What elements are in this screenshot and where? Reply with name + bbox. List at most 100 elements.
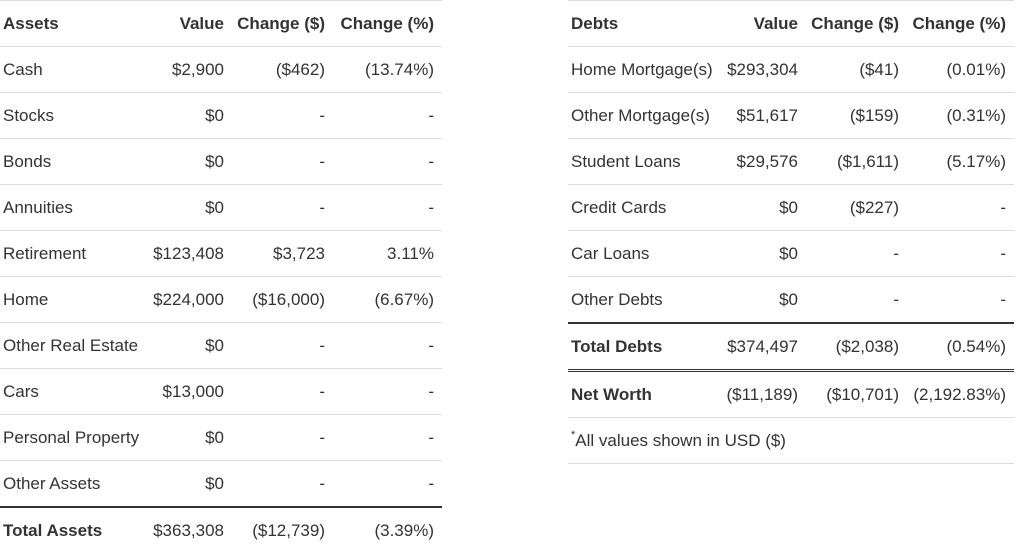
asset-value: $0 (148, 138, 232, 185)
asset-change-pct: (6.67%) (333, 276, 442, 323)
asset-value: $0 (148, 92, 232, 139)
note-text: All values shown in USD ($) (575, 430, 786, 450)
debt-change-pct: - (907, 184, 1014, 231)
assets-header-change-abs: Change ($) (232, 0, 333, 47)
asset-name: Retirement (0, 230, 148, 277)
table-row: Bonds $0 - - (0, 138, 442, 185)
currency-note: *All values shown in USD ($) (568, 417, 1014, 464)
debt-change-abs: ($227) (806, 184, 907, 231)
table-row: Stocks $0 - - (0, 92, 442, 139)
asset-value: $224,000 (148, 276, 232, 323)
asset-name: Stocks (0, 92, 148, 139)
debts-header-change-abs: Change ($) (806, 0, 907, 47)
assets-header-row: Assets Value Change ($) Change (%) (0, 0, 442, 47)
asset-value: $0 (148, 184, 232, 231)
table-row: Other Real Estate $0 - - (0, 322, 442, 369)
debt-value: $0 (723, 276, 806, 323)
asset-change-pct: - (333, 138, 442, 185)
debt-change-pct: (0.01%) (907, 46, 1014, 93)
asset-change-pct: - (333, 322, 442, 369)
asset-change-pct: - (333, 92, 442, 139)
asset-change-abs: - (232, 322, 333, 369)
net-worth-change-abs: ($10,701) (806, 369, 907, 418)
debt-name: Other Debts (568, 276, 723, 323)
asset-name: Cash (0, 46, 148, 93)
asset-change-pct: 3.11% (333, 230, 442, 277)
debt-value: $293,304 (723, 46, 806, 93)
debt-change-pct: (0.31%) (907, 92, 1014, 139)
asset-change-abs: - (232, 138, 333, 185)
net-worth-value: ($11,189) (723, 369, 806, 418)
debt-value: $0 (723, 230, 806, 277)
table-row: Other Debts $0 - - (568, 276, 1014, 323)
asset-value: $13,000 (148, 368, 232, 415)
net-worth-row: Net Worth ($11,189) ($10,701) (2,192.83%… (568, 369, 1014, 418)
table-row: Student Loans $29,576 ($1,611) (5.17%) (568, 138, 1014, 185)
net-worth-label: Net Worth (568, 369, 723, 418)
asset-change-pct: - (333, 414, 442, 461)
asset-change-abs: - (232, 460, 333, 507)
asset-change-pct: - (333, 368, 442, 415)
table-row: Other Assets $0 - - (0, 460, 442, 507)
debt-name: Credit Cards (568, 184, 723, 231)
asset-name: Home (0, 276, 148, 323)
total-debts-value: $374,497 (723, 322, 806, 371)
debt-change-abs: - (806, 230, 907, 277)
asset-value: $0 (148, 460, 232, 507)
asset-name: Cars (0, 368, 148, 415)
total-debts-label: Total Debts (568, 322, 723, 371)
asset-change-abs: - (232, 414, 333, 461)
debt-name: Home Mortgage(s) (568, 46, 723, 93)
asset-name: Bonds (0, 138, 148, 185)
table-row: Cars $13,000 - - (0, 368, 442, 415)
debt-name: Other Mortgage(s) (568, 92, 723, 139)
debts-header-row: Debts Value Change ($) Change (%) (568, 0, 1014, 47)
total-assets-label: Total Assets (0, 506, 148, 553)
note-asterisk: * (571, 428, 576, 441)
debt-name: Car Loans (568, 230, 723, 277)
total-debts-change-abs: ($2,038) (806, 322, 907, 371)
asset-change-pct: (13.74%) (333, 46, 442, 93)
debts-table: Debts Value Change ($) Change (%) Home M… (568, 0, 1014, 464)
debts-header-value: Value (723, 0, 806, 47)
asset-change-abs: $3,723 (232, 230, 333, 277)
debt-change-abs: ($159) (806, 92, 907, 139)
asset-change-abs: - (232, 184, 333, 231)
total-assets-value: $363,308 (148, 506, 232, 553)
total-debts-change-pct: (0.54%) (907, 322, 1014, 371)
asset-change-abs: - (232, 92, 333, 139)
asset-name: Annuities (0, 184, 148, 231)
table-row: Personal Property $0 - - (0, 414, 442, 461)
debt-change-abs: ($41) (806, 46, 907, 93)
asset-value: $2,900 (148, 46, 232, 93)
table-row: Home Mortgage(s) $293,304 ($41) (0.01%) (568, 46, 1014, 93)
debt-name: Student Loans (568, 138, 723, 185)
asset-change-abs: ($462) (232, 46, 333, 93)
debt-change-abs: ($1,611) (806, 138, 907, 185)
debt-value: $51,617 (723, 92, 806, 139)
debts-header-name: Debts (568, 0, 723, 47)
asset-change-pct: - (333, 184, 442, 231)
asset-name: Other Assets (0, 460, 148, 507)
asset-change-abs: ($16,000) (232, 276, 333, 323)
total-assets-change-abs: ($12,739) (232, 506, 333, 553)
asset-change-pct: - (333, 460, 442, 507)
assets-table: Assets Value Change ($) Change (%) Cash … (0, 0, 442, 553)
note-row: *All values shown in USD ($) (568, 417, 1014, 464)
debt-value: $0 (723, 184, 806, 231)
debt-value: $29,576 (723, 138, 806, 185)
debt-change-pct: - (907, 276, 1014, 323)
table-row: Car Loans $0 - - (568, 230, 1014, 277)
net-worth-change-pct: (2,192.83%) (907, 369, 1014, 418)
table-row: Other Mortgage(s) $51,617 ($159) (0.31%) (568, 92, 1014, 139)
debt-change-pct: (5.17%) (907, 138, 1014, 185)
assets-header-value: Value (148, 0, 232, 47)
table-row: Home $224,000 ($16,000) (6.67%) (0, 276, 442, 323)
total-assets-row: Total Assets $363,308 ($12,739) (3.39%) (0, 506, 442, 553)
debt-change-pct: - (907, 230, 1014, 277)
table-row: Cash $2,900 ($462) (13.74%) (0, 46, 442, 93)
asset-value: $123,408 (148, 230, 232, 277)
asset-name: Other Real Estate (0, 322, 148, 369)
table-row: Retirement $123,408 $3,723 3.11% (0, 230, 442, 277)
total-assets-change-pct: (3.39%) (333, 506, 442, 553)
